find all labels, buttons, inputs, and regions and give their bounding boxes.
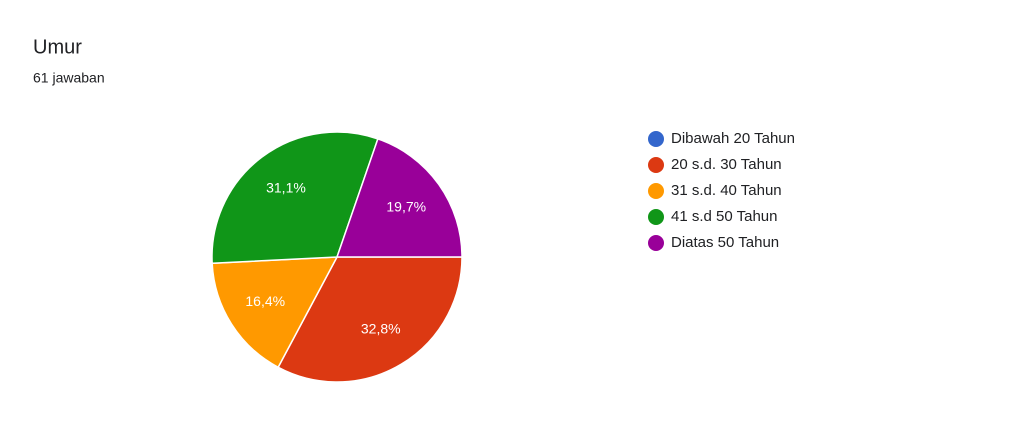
chart-subtitle: 61 jawaban <box>33 70 105 86</box>
legend-marker <box>648 235 664 251</box>
legend-marker <box>648 131 664 147</box>
slice-label: 31,1% <box>266 180 306 196</box>
legend-label: Diatas 50 Tahun <box>671 234 779 251</box>
legend-marker <box>648 157 664 173</box>
legend-label: 20 s.d. 30 Tahun <box>671 156 782 173</box>
slice-label: 16,4% <box>245 293 285 309</box>
legend-marker <box>648 209 664 225</box>
slice-label: 32,8% <box>361 321 401 337</box>
slice-label: 19,7% <box>386 198 426 214</box>
legend-label: Dibawah 20 Tahun <box>671 130 795 147</box>
pie-slice <box>211 256 339 369</box>
pie-slice <box>211 131 379 265</box>
legend-label: 31 s.d. 40 Tahun <box>671 182 782 199</box>
legend-label: 41 s.d 50 Tahun <box>671 208 777 225</box>
pie-slice <box>277 256 463 383</box>
chart-title: Umur <box>33 36 82 58</box>
legend-marker <box>648 183 664 199</box>
pie-slice <box>335 137 463 258</box>
